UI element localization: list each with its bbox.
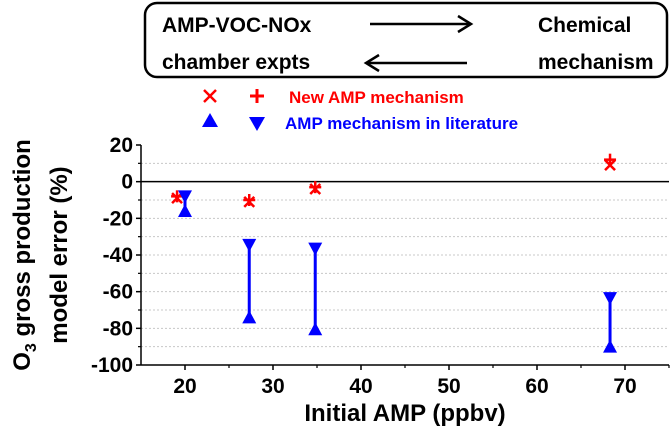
diagram-right-line1: Chemical (538, 14, 631, 37)
triangle-down-marker (308, 242, 323, 256)
gridlines (141, 162, 669, 348)
x-tick-label: 60 (525, 375, 548, 398)
triangle-down-icon (249, 117, 265, 131)
x-tick-label: 40 (349, 375, 372, 398)
y-tick-label: -40 (103, 244, 133, 267)
triangle-up-marker (308, 322, 323, 336)
y-axis-title: O3 gross production model error (%) (9, 139, 73, 371)
plus-marker (171, 190, 184, 203)
left-arrow-icon (363, 53, 467, 73)
x-tick-label: 20 (173, 375, 196, 398)
y-axis-title-line1: O3 gross production (9, 139, 40, 371)
legend-label: AMP mechanism in literature (285, 114, 518, 133)
plus-marker-icon (250, 89, 264, 103)
triangle-down-marker (603, 292, 618, 306)
legend-item-new-mechanism: New AMP mechanism (203, 88, 464, 107)
diagram-right-line2: mechanism (538, 51, 654, 74)
triangle-up-marker (603, 339, 618, 353)
tick-labels: 20 0 -20 -40 -60 -80 -100 20 30 40 50 60 70 (91, 134, 637, 398)
y-tick-label: -60 (103, 281, 133, 304)
y-tick-label: 20 (110, 134, 133, 157)
x-tick-label: 70 (613, 375, 636, 398)
ticks (136, 144, 670, 370)
triangle-up-icon (202, 113, 218, 127)
x-tick-label: 30 (261, 375, 284, 398)
x-marker-icon (203, 89, 217, 103)
y-tick-label: 0 (121, 171, 133, 194)
x-axis-title: Initial AMP (ppbv) (304, 400, 505, 427)
y-tick-label: -20 (103, 207, 133, 230)
y-tick-label: -100 (91, 354, 133, 377)
legend-item-literature-mechanism: AMP mechanism in literature (202, 113, 518, 133)
y-axis-title-subscript: 3 (23, 343, 40, 352)
y-axis-title-rest: gross production (9, 139, 36, 343)
mechanism-diagram: AMP-VOC-NOx chamber expts Chemical mecha… (143, 1, 669, 79)
y-tick-label: -80 (103, 317, 133, 340)
legend-label: New AMP mechanism (289, 88, 464, 107)
plus-marker (243, 194, 256, 206)
triangle-down-marker (178, 190, 192, 204)
triangle-down-marker (242, 238, 257, 252)
plus-marker (309, 181, 322, 194)
triangle-up-marker (242, 310, 257, 324)
diagram-left-line1: AMP-VOC-NOx (162, 14, 312, 37)
y-axis-title-o: O (9, 352, 36, 371)
plus-marker (604, 153, 617, 166)
triangle-up-marker (178, 204, 192, 217)
data-marks (171, 153, 618, 353)
legend: New AMP mechanism AMP mechanism in liter… (202, 88, 518, 133)
x-tick-label: 50 (437, 375, 460, 398)
diagram-left-line2: chamber expts (162, 51, 310, 74)
right-arrow-icon (370, 14, 474, 34)
y-axis-title-line2: model error (%) (46, 166, 73, 343)
diagram-box (143, 1, 669, 79)
